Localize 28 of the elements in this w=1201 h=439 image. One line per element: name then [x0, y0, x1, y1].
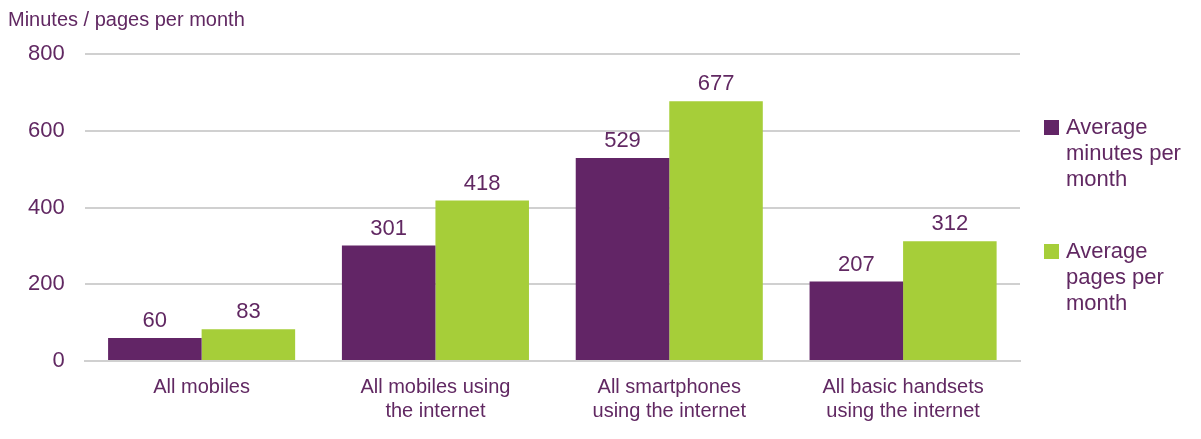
data-label: 60 [142, 307, 168, 333]
bar [108, 337, 202, 360]
data-label: 301 [370, 214, 408, 240]
bar [435, 200, 529, 360]
data-label: 418 [463, 169, 501, 195]
y-tick-label: 400 [27, 193, 65, 219]
y-axis-title: Minutes / pages per month [8, 7, 245, 30]
x-tick-label: All basic handsets using the internet [822, 374, 984, 421]
bar [575, 158, 670, 360]
data-label: 207 [837, 250, 875, 276]
legend-label: Average pages per month [1066, 238, 1165, 316]
data-label: 677 [697, 70, 735, 96]
bar [903, 241, 997, 360]
y-tick-label: 200 [27, 270, 65, 296]
y-tick-label: 800 [27, 40, 65, 66]
x-tick-label: All mobiles [153, 374, 250, 397]
bar [669, 101, 763, 360]
data-label: 83 [236, 298, 261, 324]
x-tick-label: All mobiles using the internet [360, 374, 511, 421]
bar [201, 329, 296, 360]
data-label: 312 [931, 210, 969, 236]
bar [341, 245, 436, 360]
y-tick-label: 600 [27, 116, 65, 142]
y-tick-label: 0 [52, 347, 65, 373]
bar [809, 281, 904, 360]
x-tick-label: All smartphones using the internet [592, 374, 747, 421]
data-label: 529 [604, 127, 641, 153]
legend-label: Average minutes per month [1066, 114, 1182, 192]
